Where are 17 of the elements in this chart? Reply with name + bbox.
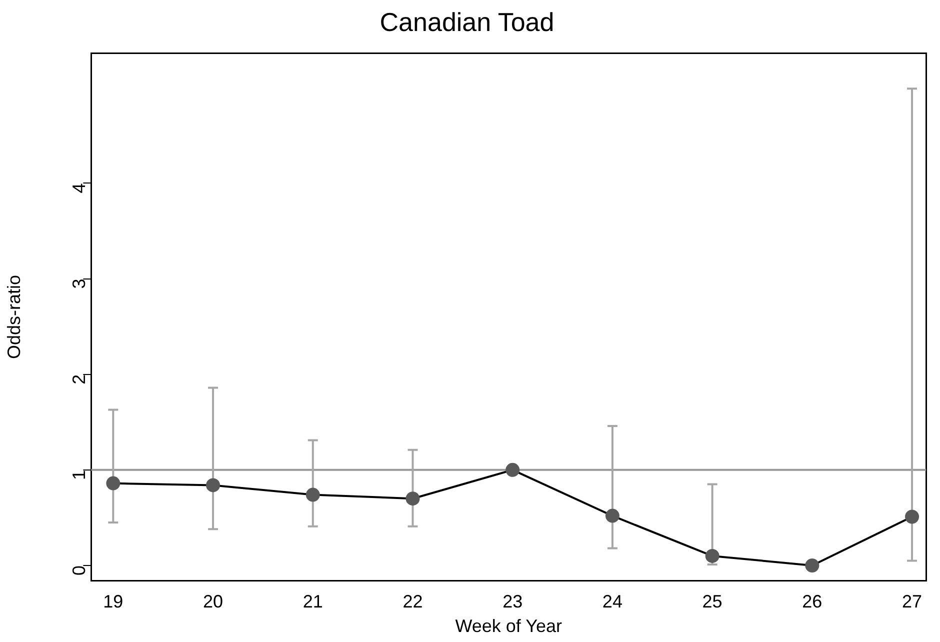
x-tick-label: 23 xyxy=(502,592,523,612)
y-tick-label: 2 xyxy=(69,374,90,384)
x-tick-label: 26 xyxy=(802,592,822,612)
y-tick-label: 3 xyxy=(69,278,90,289)
y-tick-label: 1 xyxy=(69,470,90,480)
x-axis-title: Week of Year xyxy=(455,616,562,636)
x-tick-label: 24 xyxy=(602,592,622,612)
x-tick-label: 20 xyxy=(203,592,224,612)
chart-title: Canadian Toad xyxy=(380,6,554,37)
x-tick-label: 21 xyxy=(302,592,323,612)
x-tick-label: 19 xyxy=(103,592,124,612)
y-tick-label: 4 xyxy=(69,183,90,194)
y-tick-label: 0 xyxy=(69,566,90,576)
x-tick-label: 22 xyxy=(402,592,423,612)
y-axis-title: Odds-ratio xyxy=(4,274,24,360)
x-tick-label: 27 xyxy=(902,592,922,612)
x-tick-label: 25 xyxy=(702,592,722,612)
